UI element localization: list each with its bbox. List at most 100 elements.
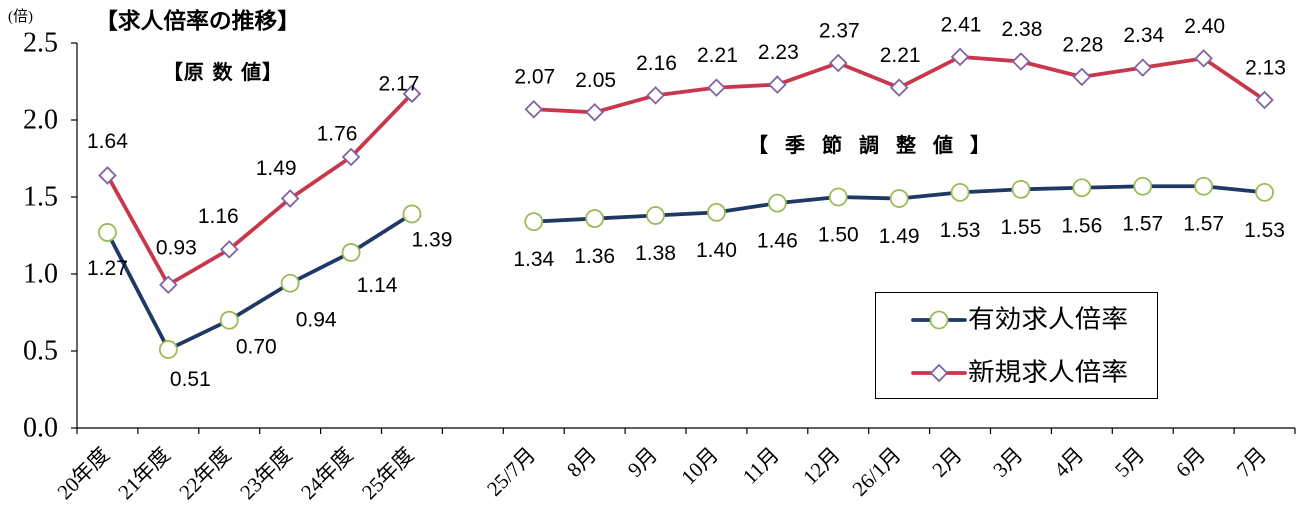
y-axis-unit-label: (倍) [8,8,33,25]
new-openings-ratio-point [950,47,970,67]
x-tick-label: 25年度 [357,443,419,505]
new-openings-ratio-data-label: 2.38 [1002,18,1043,41]
new-openings-ratio-point [1194,49,1213,68]
x-tick-label: 2月 [927,443,966,482]
effective-openings-ratio-data-label: 1.55 [1001,216,1042,239]
effective-openings-ratio-point [767,193,787,213]
effective-openings-ratio-data-label: 1.53 [940,219,981,242]
legend-circle-marker-icon [929,310,949,330]
x-tick-label: 26/1月 [847,443,905,501]
effective-openings-ratio-data-label: 1.27 [87,257,128,280]
effective-openings-ratio-point [1072,178,1092,198]
new-openings-ratio-data-label: 1.49 [256,157,297,180]
effective-openings-ratio-data-label: 1.56 [1061,214,1102,237]
x-tick-label: 24年度 [296,443,358,505]
x-tick-label: 22年度 [174,443,236,505]
legend-label: 新規求人倍率 [968,359,1128,387]
new-openings-ratio-point [1072,67,1092,87]
new-openings-ratio-data-label: 2.07 [514,66,555,89]
new-openings-ratio-data-label: 2.34 [1123,24,1164,47]
new-openings-ratio-data-label: 2.37 [819,20,860,43]
new-openings-ratio-point [828,53,848,73]
new-openings-ratio-data-label: 2.28 [1062,33,1103,56]
new-openings-ratio-point [402,84,422,104]
y-tick-label: 0.5 [23,336,58,367]
chart-title: 【求人倍率の推移】 [95,9,300,35]
effective-openings-ratio-data-label: 1.50 [818,224,859,247]
effective-openings-ratio-data-label: 1.39 [412,228,453,251]
legend-item-effective-openings-ratio: 有効求人倍率 [911,306,1128,334]
x-tick-label: 25/7月 [482,443,540,501]
x-tick-label: 12月 [798,443,845,490]
effective-openings-ratio-point [219,310,239,330]
new-openings-ratio-point [889,78,909,97]
effective-openings-ratio-point [1011,179,1031,199]
effective-openings-ratio-data-label: 0.94 [296,309,337,332]
new-openings-ratio-point [585,103,604,122]
new-openings-ratio-data-label: 1.64 [87,130,128,153]
new-openings-ratio-point [768,75,787,94]
new-openings-ratio-data-label: 2.23 [758,41,799,64]
new-openings-ratio-point [280,189,300,208]
effective-openings-ratio-point [98,223,117,242]
effective-openings-ratio-data-label: 1.14 [357,274,398,297]
new-openings-ratio-point [1255,90,1274,110]
y-tick-label: 1.5 [23,182,58,213]
new-openings-ratio-point [98,166,117,185]
effective-openings-ratio-point [889,189,909,208]
legend-label: 有効求人倍率 [968,306,1128,334]
new-openings-ratio-data-label: 2.21 [697,44,738,67]
legend: 有効求人倍率 新規求人倍率 [875,292,1158,399]
effective-openings-ratio-point [1255,182,1274,202]
effective-openings-ratio-data-label: 1.53 [1244,219,1285,242]
effective-openings-ratio-data-label: 1.46 [757,230,798,253]
effective-openings-ratio-point [1194,176,1214,196]
effective-openings-ratio-point [280,273,300,293]
effective-openings-ratio-point [402,204,422,224]
x-tick-label: 6月 [1171,443,1210,482]
x-tick-label: 7月 [1232,443,1271,482]
x-tick-label: 8月 [562,443,601,482]
y-tick-label: 2.5 [23,28,58,59]
effective-openings-ratio-data-label: 0.51 [170,368,211,391]
x-tick-label: 3月 [988,443,1027,482]
x-tick-label: 10月 [676,443,723,490]
seasonally-adjusted-annotation: 【 季 節 調 整 値 】 [748,133,990,157]
legend-diamond-marker-icon [929,363,949,383]
y-tick-label: 2.0 [23,105,58,136]
effective-openings-ratio-data-label: 1.40 [696,239,737,262]
new-openings-ratio-data-label: 2.16 [636,52,677,75]
effective-openings-ratio-data-label: 1.38 [635,242,676,265]
new-openings-ratio-data-label: 0.93 [156,236,197,259]
new-openings-ratio-data-label: 1.76 [317,122,358,145]
new-openings-ratio-data-label: 2.21 [880,44,921,67]
x-tick-label: 5月 [1110,443,1149,482]
effective-openings-ratio-point [1133,176,1153,196]
effective-openings-ratio-data-label: 1.34 [513,248,554,271]
effective-openings-ratio-point [585,209,605,228]
effective-openings-ratio-point [524,212,544,232]
new-openings-ratio-point [707,78,726,97]
new-openings-ratio-point [1133,58,1153,77]
raw-values-annotation: 【原 数 値】 [163,60,282,84]
x-tick-label: 23年度 [235,443,297,505]
new-openings-ratio-data-label: 2.40 [1184,15,1225,38]
effective-openings-ratio-point [158,340,178,359]
new-openings-ratio-point [1011,52,1031,71]
new-openings-ratio-point [341,147,361,167]
x-tick-label: 20年度 [52,443,114,505]
new-openings-ratio-data-label: 2.05 [575,69,616,92]
effective-openings-ratio-data-label: 0.70 [236,336,277,359]
effective-openings-ratio-data-label: 1.36 [574,245,615,268]
effective-openings-ratio-point [828,187,848,207]
legend-swatch [911,310,967,330]
effective-openings-ratio-data-label: 1.57 [1122,213,1163,236]
new-openings-ratio-point [219,240,239,259]
effective-openings-ratio-data-label: 1.57 [1183,213,1224,236]
effective-openings-ratio-data-label: 1.49 [879,225,920,248]
y-tick-label: 0.0 [23,413,58,444]
y-tick-label: 1.0 [23,259,58,290]
data-labels: 1.27 0.51 0.70 0.94 1.14 1.39 1.34 1.36 1.38 1.40… [87,13,1286,391]
effective-openings-ratio-point [950,182,970,202]
